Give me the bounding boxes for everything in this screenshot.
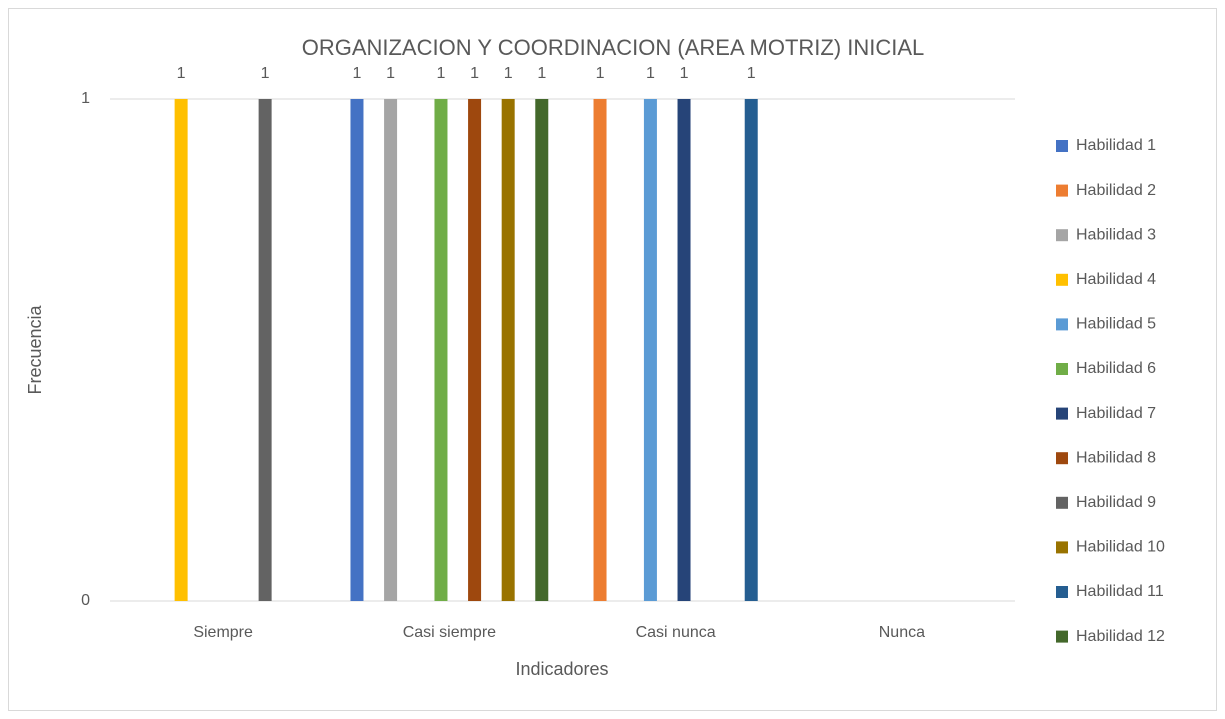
legend-label: Habilidad 3 bbox=[1076, 226, 1156, 243]
legend-label: Habilidad 1 bbox=[1076, 137, 1156, 154]
data-label: 1 bbox=[353, 65, 362, 82]
legend-swatch bbox=[1056, 229, 1068, 242]
legend-label: Habilidad 6 bbox=[1076, 360, 1156, 377]
bar bbox=[434, 99, 448, 601]
data-label: 1 bbox=[596, 65, 605, 82]
legend-swatch bbox=[1056, 273, 1068, 286]
legend-swatch bbox=[1056, 541, 1068, 554]
bar bbox=[535, 99, 549, 601]
legend-label: Habilidad 4 bbox=[1076, 271, 1156, 288]
data-label: 1 bbox=[470, 65, 479, 82]
data-label: 1 bbox=[437, 65, 446, 82]
legend-swatch bbox=[1056, 496, 1068, 509]
data-label: 1 bbox=[177, 65, 186, 82]
bar bbox=[677, 99, 691, 601]
x-tick-label: Casi siempre bbox=[403, 624, 496, 641]
bar bbox=[258, 99, 272, 601]
bar bbox=[593, 99, 607, 601]
chart-title: ORGANIZACION Y COORDINACION (AREA MOTRIZ… bbox=[302, 35, 925, 60]
x-axis-title: Indicadores bbox=[515, 659, 608, 679]
x-tick-label: Nunca bbox=[879, 624, 925, 641]
legend-swatch bbox=[1056, 184, 1068, 197]
legend-label: Habilidad 9 bbox=[1076, 494, 1156, 511]
bar bbox=[501, 99, 515, 601]
legend-swatch bbox=[1056, 318, 1068, 331]
data-label: 1 bbox=[504, 65, 513, 82]
legend-swatch bbox=[1056, 452, 1068, 465]
data-label: 1 bbox=[680, 65, 689, 82]
data-label: 1 bbox=[261, 65, 270, 82]
bar bbox=[384, 99, 398, 601]
bar bbox=[744, 99, 758, 601]
y-tick-label: 0 bbox=[81, 592, 90, 609]
bar bbox=[468, 99, 482, 601]
data-label: 1 bbox=[747, 65, 756, 82]
data-label: 1 bbox=[646, 65, 655, 82]
chart-border bbox=[8, 8, 1217, 711]
legend-label: Habilidad 10 bbox=[1076, 539, 1165, 556]
data-label: 1 bbox=[537, 65, 546, 82]
legend-swatch bbox=[1056, 363, 1068, 375]
legend-label: Habilidad 2 bbox=[1076, 182, 1156, 199]
bar bbox=[174, 99, 188, 601]
legend-swatch bbox=[1056, 407, 1068, 420]
legend-swatch bbox=[1056, 630, 1068, 643]
y-tick-label: 1 bbox=[81, 90, 90, 107]
x-tick-label: Siempre bbox=[193, 624, 253, 641]
legend-swatch bbox=[1056, 140, 1068, 152]
bar bbox=[643, 99, 657, 601]
bar bbox=[350, 99, 364, 601]
legend-label: Habilidad 8 bbox=[1076, 449, 1156, 466]
y-axis-title: Frecuencia bbox=[25, 304, 45, 394]
legend-label: Habilidad 7 bbox=[1076, 405, 1156, 422]
legend-swatch bbox=[1056, 586, 1068, 598]
legend-label: Habilidad 11 bbox=[1076, 583, 1164, 600]
legend-label: Habilidad 5 bbox=[1076, 316, 1156, 333]
x-tick-label: Casi nunca bbox=[636, 624, 716, 641]
data-label: 1 bbox=[386, 65, 395, 82]
legend-label: Habilidad 12 bbox=[1076, 628, 1165, 645]
